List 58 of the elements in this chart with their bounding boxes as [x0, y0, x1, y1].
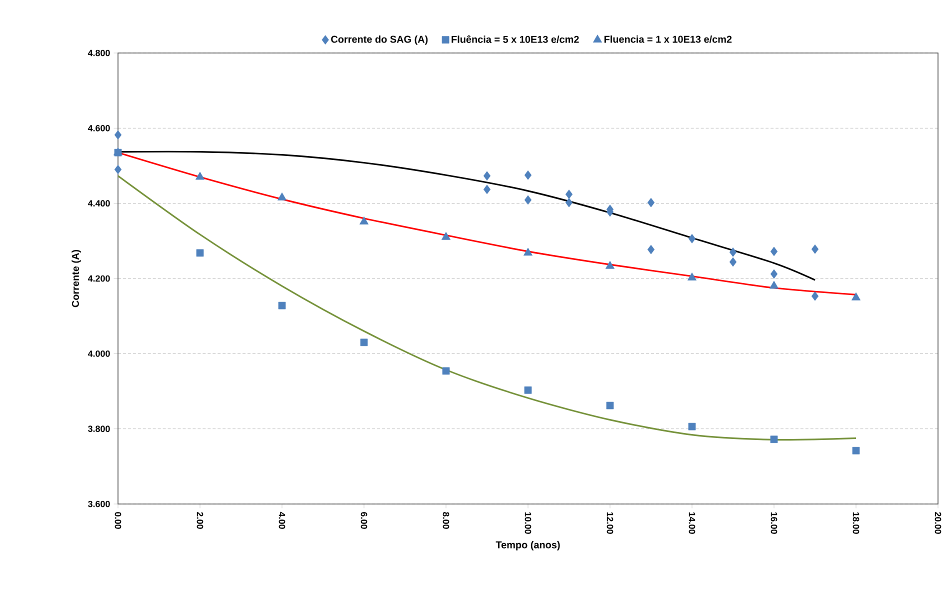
- x-tick-label: 14.00: [688, 512, 696, 534]
- legend-label: Corrente do SAG (A): [331, 35, 428, 45]
- point: [729, 248, 737, 257]
- x-tick-label: 0.00: [114, 512, 122, 529]
- point: [277, 192, 287, 200]
- point: [770, 246, 778, 256]
- x-tick-label: 6.00: [360, 512, 368, 529]
- point: [523, 248, 533, 256]
- point: [770, 436, 778, 444]
- point: [524, 386, 532, 394]
- point: [114, 130, 122, 140]
- point: [647, 244, 655, 254]
- point: [278, 302, 286, 310]
- point: [770, 269, 778, 279]
- x-tick-label: 12.00: [606, 512, 614, 534]
- legend-label: Fluencia = 1 x 10E13 e/cm2: [604, 35, 732, 43]
- point: [811, 291, 819, 301]
- y-tick-label: 4.800: [88, 50, 110, 56]
- point: [647, 198, 655, 208]
- x-tick-label: 2.00: [196, 512, 204, 529]
- point: [852, 446, 860, 454]
- point: [524, 170, 532, 180]
- point: [196, 249, 204, 257]
- x-tick-label: 18.00: [852, 512, 860, 534]
- point: [483, 184, 491, 194]
- point: [606, 402, 614, 410]
- y-tick-label: 3.800: [88, 426, 110, 432]
- point: [769, 280, 779, 289]
- point: [688, 234, 696, 244]
- y-tick-label: 3.600: [88, 500, 110, 508]
- x-tick-label: 4.00: [278, 512, 286, 529]
- x-tick-label: 20.00: [934, 512, 942, 534]
- legend-label: Fluência = 5 x 10E13 e/cm2: [452, 35, 579, 44]
- x-axis-title: Tempo (anos): [496, 541, 560, 550]
- point: [483, 171, 491, 181]
- point: [687, 272, 697, 280]
- point: [195, 172, 205, 180]
- point: [114, 164, 122, 174]
- point: [442, 367, 450, 375]
- point: [851, 292, 861, 300]
- y-tick-label: 4.600: [88, 124, 110, 132]
- point: [441, 232, 451, 240]
- point: [565, 190, 573, 199]
- point: [360, 338, 368, 346]
- y-tick-label: 4.400: [88, 200, 110, 207]
- point: [359, 216, 369, 224]
- x-tick-label: 16.00: [770, 512, 778, 534]
- point: [729, 257, 737, 267]
- point: [811, 244, 819, 254]
- x-tick-label: 8.00: [442, 512, 450, 529]
- point: [524, 195, 532, 205]
- point: [605, 260, 615, 269]
- x-tick-label: 10.00: [524, 512, 532, 534]
- point: [688, 422, 696, 430]
- y-tick-label: 4.200: [88, 275, 110, 282]
- y-axis-title: Corrente (A): [72, 250, 81, 308]
- point: [565, 198, 573, 208]
- y-tick-label: 4.000: [88, 350, 110, 357]
